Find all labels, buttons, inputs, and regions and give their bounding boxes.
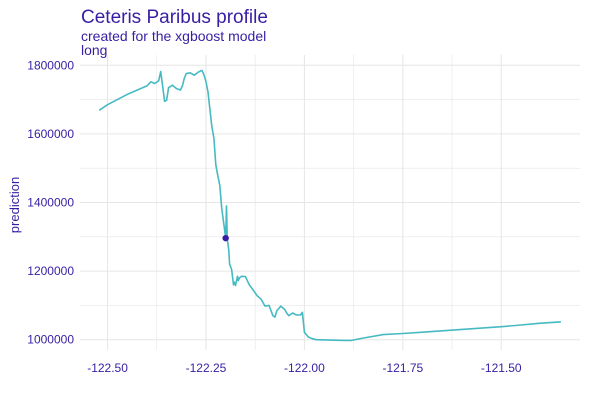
observation-layer [222, 234, 229, 242]
major-gridlines [80, 55, 580, 350]
y-tick-label: 1400000 [27, 196, 74, 210]
profile-line [98, 69, 562, 342]
x-tick-label: -122.50 [87, 361, 128, 375]
x-tick-label: -121.75 [382, 361, 423, 375]
observation-point [222, 234, 229, 242]
chart-title: Ceteris Paribus profile [81, 7, 268, 28]
y-tick-label: 1000000 [27, 333, 74, 347]
x-tick-label: -121.50 [481, 361, 522, 375]
y-tick-labels: 1000000 1200000 1400000 1600000 1800000 [27, 58, 74, 346]
y-tick-label: 1800000 [27, 58, 74, 72]
y-tick-label: 1200000 [27, 264, 74, 278]
x-tick-label: -122.25 [186, 361, 227, 375]
x-tick-labels: -122.50 -122.25 -122.00 -121.75 -121.50 [87, 361, 522, 375]
chart-subtitle: created for the xgboost model [81, 28, 267, 44]
x-tick-label: -122.00 [284, 361, 325, 375]
facet-label: long [81, 42, 108, 58]
y-axis-label: prediction [7, 177, 22, 233]
y-tick-label: 1600000 [27, 127, 74, 141]
series-layer [98, 69, 562, 342]
